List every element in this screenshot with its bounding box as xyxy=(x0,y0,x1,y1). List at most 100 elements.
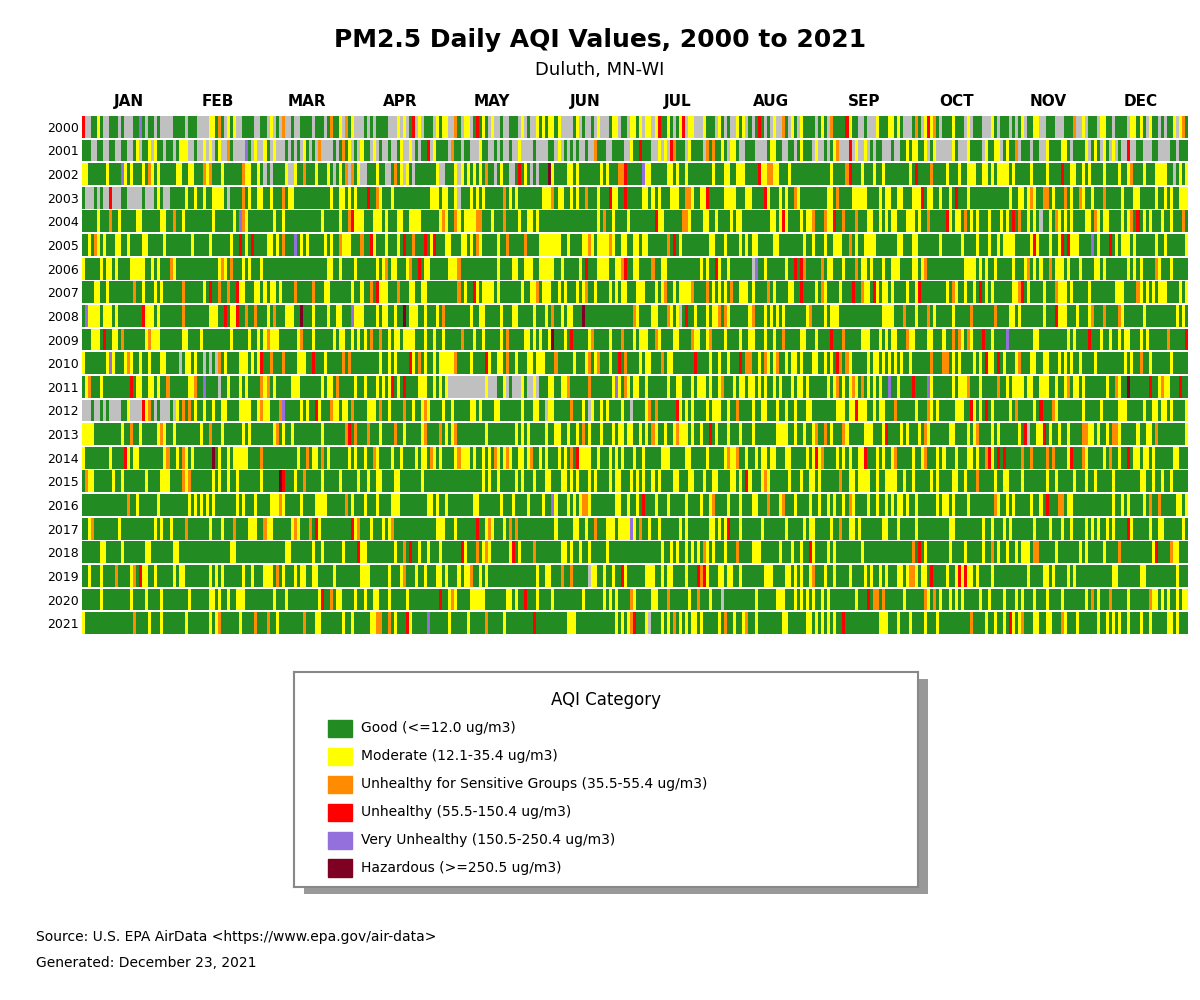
Bar xyxy=(203,140,206,161)
Bar xyxy=(634,423,640,445)
Bar xyxy=(103,565,115,587)
Bar xyxy=(973,423,976,445)
Bar xyxy=(912,612,924,634)
Bar xyxy=(894,140,900,161)
Bar xyxy=(394,541,397,563)
Bar xyxy=(185,187,187,209)
Bar xyxy=(233,447,248,469)
Bar xyxy=(1100,589,1109,610)
Bar xyxy=(952,352,954,374)
Bar xyxy=(652,140,658,161)
Bar xyxy=(121,470,124,492)
Text: Source: U.S. EPA AirData <https://www.epa.gov/air-data>: Source: U.S. EPA AirData <https://www.ep… xyxy=(36,930,437,944)
Bar xyxy=(173,400,175,421)
Bar xyxy=(833,258,842,280)
Bar xyxy=(509,187,512,209)
Bar xyxy=(725,281,727,303)
Bar xyxy=(954,423,967,445)
Bar xyxy=(542,494,545,516)
Bar xyxy=(910,329,916,350)
Bar xyxy=(485,352,487,374)
Bar xyxy=(576,470,578,492)
Bar xyxy=(215,470,218,492)
Bar xyxy=(648,612,652,634)
Bar xyxy=(461,140,463,161)
Bar xyxy=(982,329,985,350)
Bar xyxy=(803,423,806,445)
Bar xyxy=(600,187,610,209)
Bar xyxy=(864,565,866,587)
Bar xyxy=(763,565,773,587)
Bar xyxy=(157,376,161,398)
Bar xyxy=(642,352,646,374)
Bar xyxy=(328,116,330,138)
Bar xyxy=(642,447,646,469)
Bar xyxy=(334,376,336,398)
Bar xyxy=(916,376,928,398)
Bar xyxy=(1033,376,1039,398)
Bar xyxy=(763,518,785,540)
Bar xyxy=(251,400,258,421)
Bar xyxy=(985,541,991,563)
Bar xyxy=(912,447,916,469)
Bar xyxy=(1067,352,1069,374)
Bar xyxy=(652,470,654,492)
Bar xyxy=(590,376,612,398)
Bar xyxy=(942,187,948,209)
Bar xyxy=(821,470,840,492)
Bar xyxy=(745,352,751,374)
Bar xyxy=(206,187,212,209)
Bar xyxy=(773,565,785,587)
Bar xyxy=(233,518,236,540)
Bar xyxy=(209,140,212,161)
Bar xyxy=(606,210,612,232)
Bar xyxy=(433,494,437,516)
Bar xyxy=(121,423,124,445)
Bar xyxy=(260,352,264,374)
Bar xyxy=(366,494,376,516)
Bar xyxy=(1085,470,1088,492)
Bar xyxy=(934,187,940,209)
Bar xyxy=(688,116,694,138)
Bar xyxy=(910,281,916,303)
Bar xyxy=(329,832,352,849)
Bar xyxy=(727,518,731,540)
Bar xyxy=(215,210,233,232)
Bar xyxy=(866,210,872,232)
Bar xyxy=(912,116,916,138)
Bar xyxy=(588,187,596,209)
Bar xyxy=(348,210,352,232)
Bar xyxy=(227,400,239,421)
Bar xyxy=(624,400,630,421)
Bar xyxy=(946,329,952,350)
Bar xyxy=(954,376,958,398)
Bar xyxy=(864,541,912,563)
Bar xyxy=(212,352,215,374)
Bar xyxy=(664,140,667,161)
Bar xyxy=(536,281,539,303)
Bar xyxy=(1140,187,1154,209)
Bar xyxy=(352,163,354,185)
Bar xyxy=(197,352,203,374)
Bar xyxy=(103,329,106,350)
Bar xyxy=(278,470,282,492)
Bar xyxy=(997,612,1003,634)
Bar xyxy=(1073,470,1076,492)
Bar xyxy=(82,210,97,232)
Bar xyxy=(1085,541,1088,563)
Bar xyxy=(391,376,394,398)
Bar xyxy=(515,352,518,374)
Bar xyxy=(136,376,143,398)
Bar xyxy=(888,518,898,540)
Bar xyxy=(1063,187,1067,209)
Bar xyxy=(475,329,481,350)
Bar xyxy=(352,400,354,421)
Bar xyxy=(354,258,358,280)
Bar xyxy=(882,423,884,445)
Bar xyxy=(82,589,100,610)
Bar xyxy=(316,329,334,350)
Bar xyxy=(991,565,994,587)
Bar xyxy=(1115,281,1124,303)
Bar xyxy=(1127,163,1130,185)
Bar xyxy=(775,376,779,398)
